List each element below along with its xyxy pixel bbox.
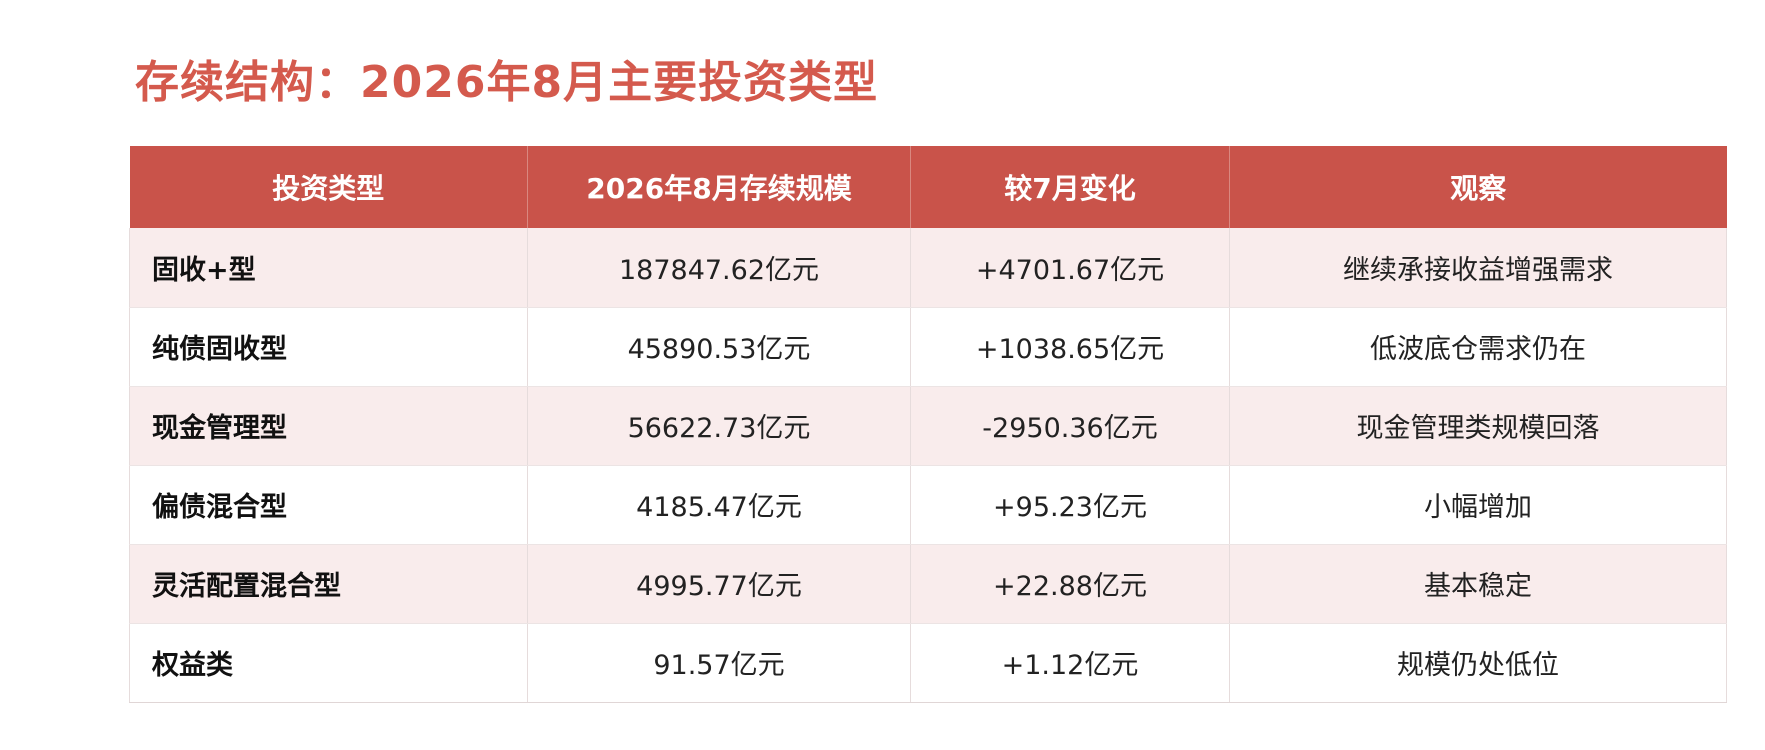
table-row: 灵活配置混合型 4995.77亿元 +22.88亿元 基本稳定 <box>129 544 1727 624</box>
cell-type: 灵活配置混合型 <box>129 544 528 624</box>
header-scale: 2026年8月存续规模 <box>527 146 911 228</box>
cell-scale: 4995.77亿元 <box>527 544 911 624</box>
cell-change: +4701.67亿元 <box>910 228 1230 308</box>
cell-type: 纯债固收型 <box>129 307 528 387</box>
cell-scale: 187847.62亿元 <box>527 228 911 308</box>
cell-observation: 继续承接收益增强需求 <box>1229 228 1727 308</box>
table-row: 偏债混合型 4185.47亿元 +95.23亿元 小幅增加 <box>129 465 1727 545</box>
cell-change: +22.88亿元 <box>910 544 1230 624</box>
header-investment-type: 投资类型 <box>129 146 528 228</box>
cell-observation: 规模仍处低位 <box>1229 623 1727 703</box>
investment-type-table: 投资类型 2026年8月存续规模 较7月变化 观察 固收+型 187847.62… <box>129 146 1727 703</box>
table-row: 现金管理型 56622.73亿元 -2950.36亿元 现金管理类规模回落 <box>129 386 1727 466</box>
cell-type: 偏债混合型 <box>129 465 528 545</box>
cell-type: 固收+型 <box>129 228 528 308</box>
page-title: 存续结构：2026年8月主要投资类型 <box>135 57 879 108</box>
header-change: 较7月变化 <box>910 146 1230 228</box>
cell-observation: 低波底仓需求仍在 <box>1229 307 1727 387</box>
cell-change: +1038.65亿元 <box>910 307 1230 387</box>
header-observation: 观察 <box>1450 172 1507 205</box>
table-header-row: 投资类型 2026年8月存续规模 较7月变化 观察 <box>129 146 1727 228</box>
cell-type: 现金管理型 <box>129 386 528 466</box>
table-row: 纯债固收型 45890.53亿元 +1038.65亿元 低波底仓需求仍在 <box>129 307 1727 387</box>
cell-change: +1.12亿元 <box>910 623 1230 703</box>
cell-observation: 基本稳定 <box>1229 544 1727 624</box>
table-row: 权益类 91.57亿元 +1.12亿元 规模仍处低位 <box>129 623 1727 703</box>
cell-scale: 45890.53亿元 <box>527 307 911 387</box>
cell-observation: 现金管理类规模回落 <box>1229 386 1727 466</box>
cell-change: -2950.36亿元 <box>910 386 1230 466</box>
cell-type: 权益类 <box>129 623 528 703</box>
cell-scale: 4185.47亿元 <box>527 465 911 545</box>
cell-change: +95.23亿元 <box>910 465 1230 545</box>
cell-scale: 56622.73亿元 <box>527 386 911 466</box>
cell-scale: 91.57亿元 <box>527 623 911 703</box>
cell-observation: 小幅增加 <box>1229 465 1727 545</box>
table-row: 固收+型 187847.62亿元 +4701.67亿元 继续承接收益增强需求 <box>129 228 1727 308</box>
